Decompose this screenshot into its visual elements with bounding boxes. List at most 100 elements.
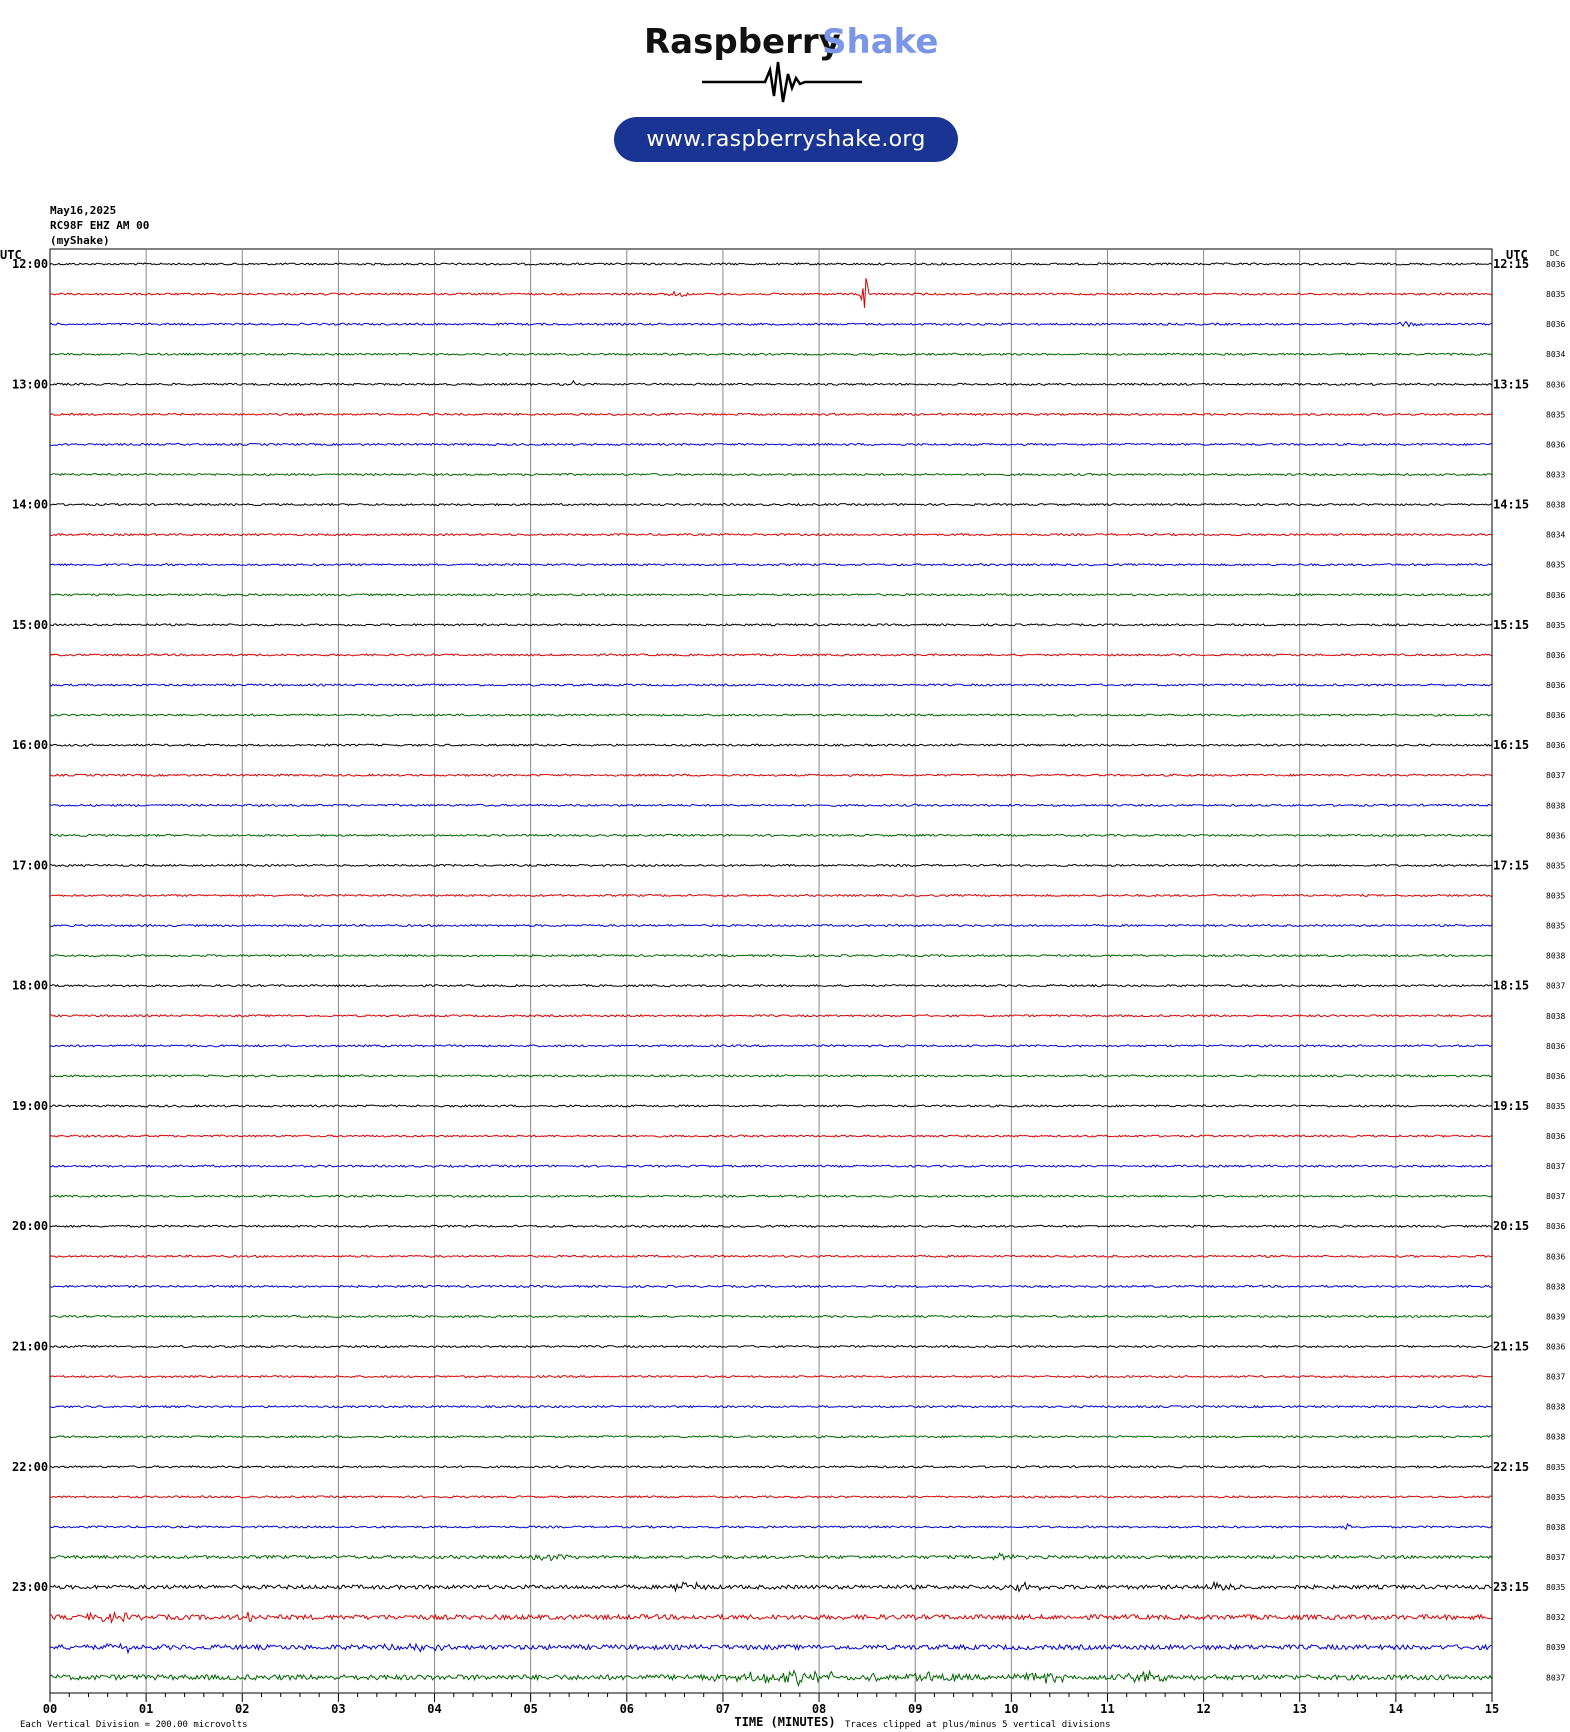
seismic-trace — [49, 1284, 1492, 1289]
hour-label-right: 12:15 — [1493, 257, 1529, 271]
seismic-trace — [49, 1044, 1492, 1048]
x-tick-label: 12 — [1196, 1702, 1210, 1716]
dc-offset-label: 8036 — [1546, 831, 1565, 840]
dc-offset-label: 8035 — [1546, 1493, 1565, 1502]
seismic-trace — [50, 623, 1492, 627]
website-url-pill[interactable]: www.raspberryshake.org — [614, 117, 958, 162]
header-date: May16,2025 — [50, 204, 117, 217]
seismic-trace — [49, 1134, 1492, 1138]
dc-offset-label: 8036 — [1546, 1222, 1565, 1231]
seismic-trace — [49, 1344, 1492, 1349]
dc-offset-label: 8037 — [1546, 771, 1565, 780]
dc-offset-label: 8036 — [1546, 260, 1565, 269]
brand-name-part1: Raspberry — [644, 22, 841, 62]
header-station: RC98F EHZ AM 00 — [50, 219, 150, 232]
hour-label-left: 18:00 — [12, 979, 48, 993]
seismic-trace — [49, 863, 1492, 868]
seismic-trace — [49, 653, 1492, 657]
seismic-trace — [49, 1254, 1492, 1259]
dc-offset-label: 8038 — [1546, 801, 1565, 810]
hour-label-right: 23:15 — [1493, 1580, 1529, 1594]
x-tick-label: 02 — [235, 1702, 249, 1716]
seismic-trace — [50, 442, 1492, 447]
x-tick-label: 03 — [331, 1702, 345, 1716]
dc-offset-label: 8037 — [1546, 1192, 1565, 1201]
hour-label-left: 14:00 — [12, 498, 48, 512]
footer-clip-note: Traces clipped at plus/minus 5 vertical … — [845, 1720, 1111, 1730]
seismic-trace — [49, 1434, 1492, 1439]
dc-offset-label: 8036 — [1546, 651, 1565, 660]
dc-offset-label: 8036 — [1546, 380, 1565, 389]
axis-labels: 00 01 02 03 04 05 06 07 08 09 10 11 12 13 14 15 UTC UTC DC… — [0, 248, 1565, 1730]
seismic-trace — [49, 683, 1492, 687]
seismic-trace — [49, 1104, 1492, 1108]
seismic-trace — [49, 1580, 1492, 1593]
hour-label-left: 21:00 — [12, 1340, 48, 1354]
raspberry-shake-logo: Raspberry Shake — [644, 22, 938, 103]
seismic-trace — [49, 803, 1492, 807]
dc-offset-label: 8036 — [1546, 1343, 1565, 1352]
dc-offset-label: 8035 — [1546, 621, 1565, 630]
seismic-trace — [49, 593, 1492, 597]
seismic-trace — [49, 983, 1492, 988]
seismic-trace — [49, 743, 1492, 747]
seismic-trace — [49, 953, 1492, 958]
hour-label-right: 17:15 — [1493, 858, 1529, 872]
dc-offset-label: 8038 — [1546, 1012, 1565, 1021]
seismic-trace — [49, 278, 1492, 308]
seismic-trace — [49, 1464, 1492, 1469]
hour-label-left: 13:00 — [12, 377, 48, 391]
dc-offset-label: 8038 — [1546, 1433, 1565, 1442]
dc-offset-label: 8038 — [1546, 1282, 1565, 1291]
seismogram-logo-icon — [702, 61, 862, 103]
seismic-trace — [49, 1669, 1492, 1687]
dc-offset-label: 8035 — [1546, 922, 1565, 931]
dc-offset-label: 8036 — [1546, 1072, 1565, 1081]
seismic-trace — [49, 320, 1492, 328]
seismic-trace — [49, 352, 1492, 356]
hour-label-left: 19:00 — [12, 1099, 48, 1113]
left-utc-title: UTC — [0, 248, 22, 262]
seismic-trace — [49, 1495, 1492, 1499]
hour-label-right: 13:15 — [1493, 377, 1529, 391]
hour-label-right: 15:15 — [1493, 618, 1529, 632]
seismic-trace — [49, 379, 1492, 387]
seismic-trace — [49, 1404, 1492, 1409]
dc-offset-label: 8039 — [1546, 1643, 1565, 1652]
dc-offset-label: 8036 — [1546, 681, 1565, 690]
dc-offset-label: 8036 — [1546, 711, 1565, 720]
dc-offset-label: 8036 — [1546, 1132, 1565, 1141]
seismic-trace — [49, 1642, 1492, 1655]
x-axis-label: TIME (MINUTES) — [734, 1715, 835, 1729]
seismic-trace — [49, 412, 1492, 417]
hour-label-right: 20:15 — [1493, 1219, 1529, 1233]
dc-offset-label: 8035 — [1546, 861, 1565, 870]
hour-label-right: 14:15 — [1493, 498, 1529, 512]
seismic-trace — [49, 472, 1492, 477]
seismic-trace — [49, 893, 1492, 898]
dc-offset-label: 8035 — [1546, 1463, 1565, 1472]
seismic-trace — [49, 1610, 1492, 1625]
dc-offset-label: 8035 — [1546, 891, 1565, 900]
dc-offset-label: 8037 — [1546, 1673, 1565, 1682]
plot-grid — [49, 248, 1493, 1702]
dc-offset-label: 8038 — [1546, 1523, 1565, 1532]
dc-title: DC — [1550, 249, 1560, 258]
hour-label-right: 18:15 — [1493, 979, 1529, 993]
dc-offset-label: 8039 — [1546, 1312, 1565, 1321]
x-tick-label: 09 — [908, 1702, 922, 1716]
seismic-traces — [49, 262, 1492, 1687]
seismic-trace — [49, 1522, 1492, 1531]
seismic-trace — [49, 713, 1492, 717]
seismic-trace — [49, 1552, 1492, 1562]
dc-offset-label: 8036 — [1546, 440, 1565, 449]
hour-label-left: 16:00 — [12, 738, 48, 752]
seismic-trace — [49, 532, 1492, 537]
x-tick-label: 01 — [139, 1702, 153, 1716]
hour-label-left: 17:00 — [12, 858, 48, 872]
dc-offset-label: 8036 — [1546, 741, 1565, 750]
dc-offset-label: 8037 — [1546, 982, 1565, 991]
header-source: (myShake) — [50, 234, 110, 247]
x-tick-label: 08 — [812, 1702, 826, 1716]
